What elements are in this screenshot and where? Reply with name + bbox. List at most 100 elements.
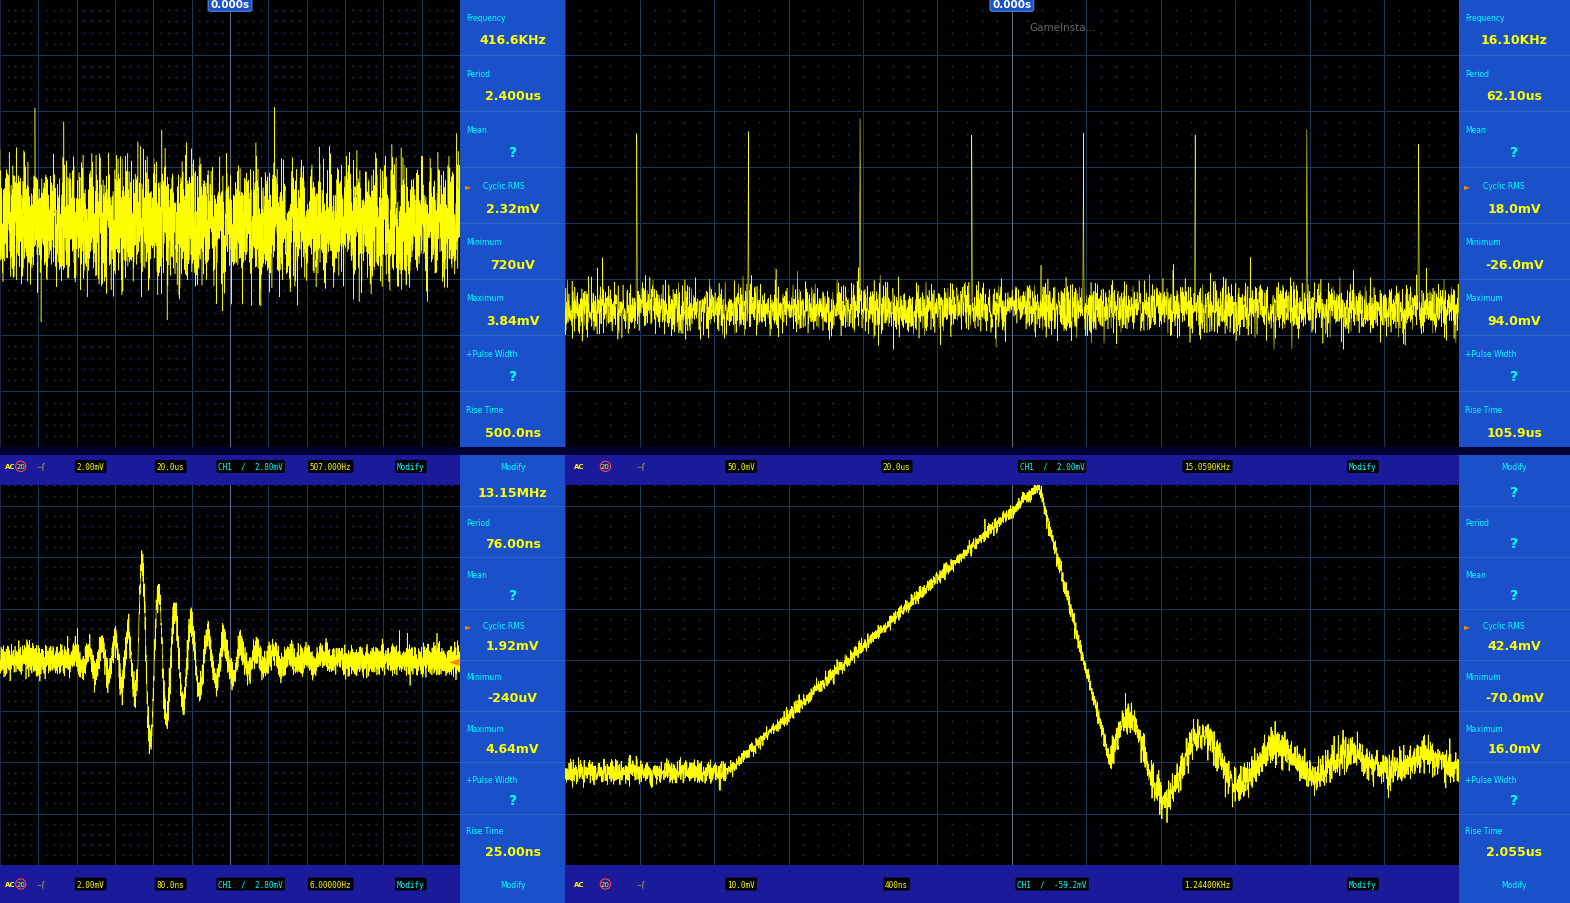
Text: AC: AC	[575, 881, 584, 887]
Text: AC: AC	[575, 464, 584, 470]
Text: 62.10us: 62.10us	[1487, 90, 1542, 103]
Text: 20.0us: 20.0us	[157, 462, 185, 471]
Text: Mean: Mean	[466, 126, 487, 135]
Text: Period: Period	[1465, 70, 1490, 79]
Text: CH1  /  -59.2mV: CH1 / -59.2mV	[1017, 880, 1086, 889]
Text: 2.055us: 2.055us	[1487, 844, 1542, 858]
Text: 0.000s: 0.000s	[992, 0, 1031, 10]
Text: Frequency: Frequency	[466, 468, 506, 477]
Text: +Pulse Width: +Pulse Width	[1465, 349, 1517, 358]
Text: Mean: Mean	[1465, 570, 1487, 579]
Text: Modify: Modify	[499, 462, 526, 471]
Text: 94.0mV: 94.0mV	[1487, 314, 1542, 327]
Text: Frequency: Frequency	[1465, 468, 1504, 477]
Text: 0.000s: 0.000s	[210, 455, 250, 465]
Text: ?: ?	[1510, 370, 1518, 384]
Text: 18.0mV: 18.0mV	[1487, 202, 1542, 215]
Text: Period: Period	[466, 518, 490, 527]
Text: Maximum: Maximum	[1465, 723, 1502, 732]
Text: -70.0mV: -70.0mV	[1485, 691, 1543, 704]
Text: 20: 20	[16, 464, 25, 470]
Text: Mean: Mean	[466, 570, 487, 579]
Text: ?: ?	[509, 146, 517, 160]
Text: Minimum: Minimum	[1465, 237, 1501, 247]
Text: Cyclic RMS: Cyclic RMS	[1484, 621, 1524, 630]
Text: 50.0mV: 50.0mV	[727, 462, 755, 471]
Text: 2.400us: 2.400us	[485, 90, 540, 103]
Text: ?: ?	[1510, 536, 1518, 551]
Text: ?: ?	[509, 370, 517, 384]
Text: Cyclic RMS: Cyclic RMS	[1484, 182, 1524, 191]
Text: 2.00mV: 2.00mV	[77, 462, 105, 471]
Text: Maximum: Maximum	[466, 723, 504, 732]
Text: Maximum: Maximum	[466, 293, 504, 303]
Text: 20.0us: 20.0us	[882, 462, 911, 471]
Text: 15.0590KHz: 15.0590KHz	[1184, 462, 1231, 471]
Text: 507.000Hz: 507.000Hz	[309, 462, 352, 471]
Text: +Pulse Width: +Pulse Width	[1465, 775, 1517, 784]
Text: ?: ?	[1510, 486, 1518, 499]
Text: Period: Period	[466, 70, 490, 79]
Text: 0.000s: 0.000s	[210, 0, 250, 10]
Text: ►: ►	[1465, 182, 1471, 191]
Text: 16.0mV: 16.0mV	[1487, 742, 1542, 755]
Text: Frequency: Frequency	[1465, 14, 1504, 23]
Text: Modify: Modify	[1349, 880, 1377, 889]
Text: ?: ?	[509, 588, 517, 602]
Text: CH1  /  2.00mV: CH1 / 2.00mV	[1019, 462, 1085, 471]
Text: 76.00ns: 76.00ns	[485, 537, 540, 550]
Text: -240uV: -240uV	[488, 691, 537, 704]
Text: Cyclic RMS: Cyclic RMS	[484, 621, 524, 630]
Text: ~⌠: ~⌠	[637, 463, 645, 470]
Text: 13.15MHz: 13.15MHz	[477, 486, 548, 499]
Text: Rise Time: Rise Time	[466, 826, 504, 835]
Text: 1.24400KHz: 1.24400KHz	[1184, 880, 1231, 889]
Text: 42.4mV: 42.4mV	[1487, 639, 1542, 653]
Text: ?: ?	[1510, 588, 1518, 602]
Text: +Pulse Width: +Pulse Width	[466, 775, 518, 784]
Text: 80.0ns: 80.0ns	[157, 880, 185, 889]
Text: 105.9us: 105.9us	[1487, 426, 1542, 439]
Text: ►: ►	[1465, 621, 1471, 630]
Text: 3.84mV: 3.84mV	[487, 314, 539, 327]
Text: Mean: Mean	[1465, 126, 1487, 135]
Text: 20: 20	[601, 464, 609, 470]
Text: 0.000s: 0.000s	[992, 455, 1031, 465]
Text: 2.00mV: 2.00mV	[77, 880, 105, 889]
Text: ◄: ◄	[449, 653, 458, 667]
Text: Rise Time: Rise Time	[1465, 405, 1502, 414]
Text: Modify: Modify	[397, 462, 424, 471]
Text: Frequency: Frequency	[466, 14, 506, 23]
Text: ►: ►	[465, 182, 471, 191]
Text: Rise Time: Rise Time	[1465, 826, 1502, 835]
Text: Modify: Modify	[1501, 880, 1528, 889]
Text: 16.10KHz: 16.10KHz	[1481, 34, 1548, 47]
Text: 20: 20	[16, 881, 25, 887]
Text: 4.64mV: 4.64mV	[485, 742, 540, 755]
Text: 500.0ns: 500.0ns	[485, 426, 540, 439]
Text: Maximum: Maximum	[1465, 293, 1502, 303]
Text: 416.6KHz: 416.6KHz	[479, 34, 546, 47]
Text: ~⌠: ~⌠	[36, 880, 46, 888]
Text: CH1  /  2.80mV: CH1 / 2.80mV	[218, 462, 283, 471]
Text: Period: Period	[1465, 518, 1490, 527]
Text: Rise Time: Rise Time	[466, 405, 504, 414]
Text: Modify: Modify	[1349, 462, 1377, 471]
Text: Minimum: Minimum	[1465, 673, 1501, 682]
Text: 6.00000Hz: 6.00000Hz	[309, 880, 352, 889]
Text: ~⌠: ~⌠	[637, 880, 645, 888]
Text: 720uV: 720uV	[490, 258, 535, 271]
Text: ~⌠: ~⌠	[36, 463, 46, 470]
Text: Modify: Modify	[397, 880, 424, 889]
Text: 2.32mV: 2.32mV	[485, 202, 540, 215]
Text: Modify: Modify	[499, 880, 526, 889]
Text: CH1  /  2.80mV: CH1 / 2.80mV	[218, 880, 283, 889]
Text: Minimum: Minimum	[466, 673, 502, 682]
Text: ?: ?	[509, 793, 517, 807]
Text: 25.00ns: 25.00ns	[485, 844, 540, 858]
Text: 20: 20	[601, 881, 609, 887]
Text: ?: ?	[1510, 146, 1518, 160]
Text: AC: AC	[5, 464, 16, 470]
Text: ?: ?	[1510, 793, 1518, 807]
Text: Modify: Modify	[1501, 462, 1528, 471]
